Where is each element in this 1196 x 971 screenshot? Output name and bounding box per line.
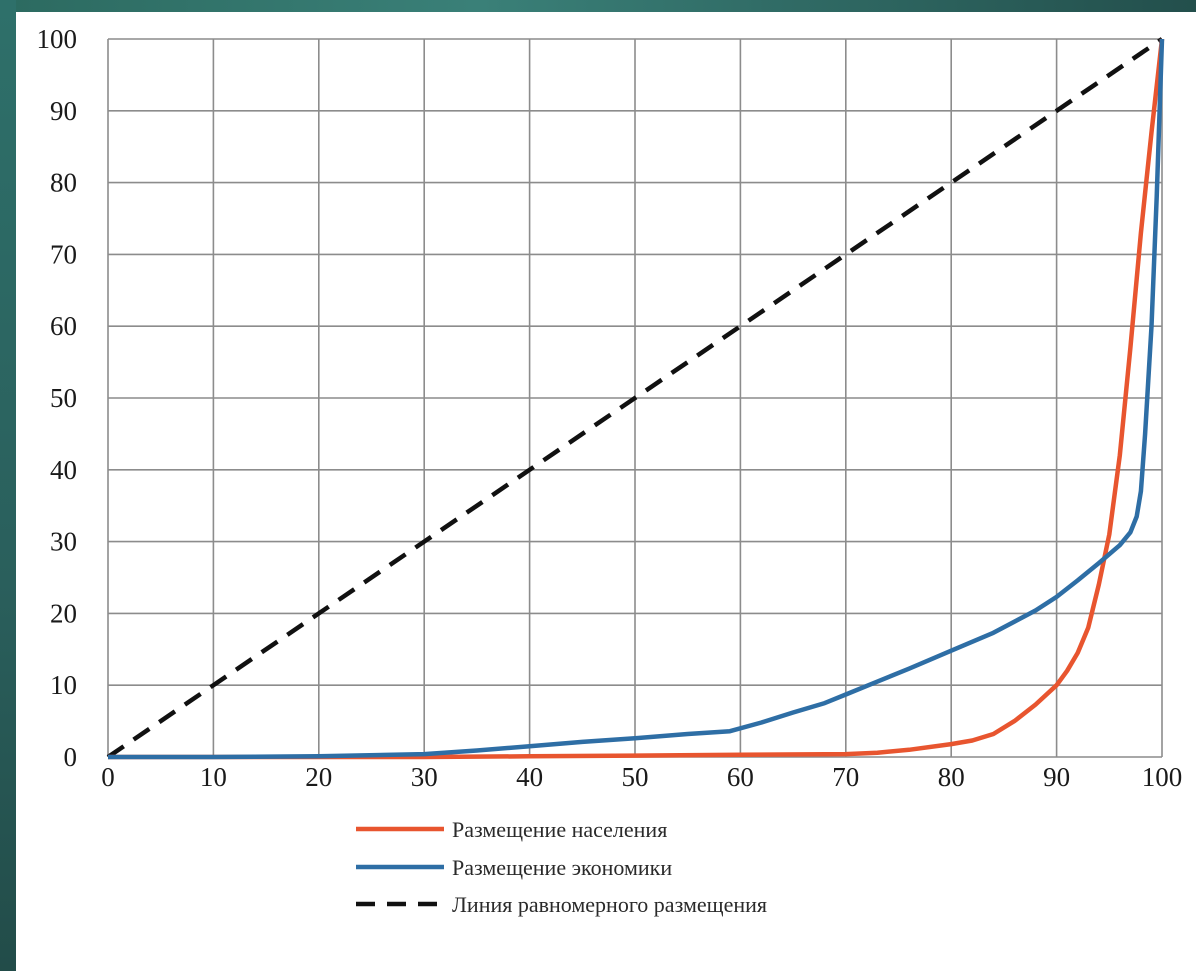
x-tick-label: 90 — [1043, 762, 1070, 792]
x-tick-label: 60 — [727, 762, 754, 792]
legend-label-0: Размещение населения — [452, 817, 667, 842]
y-tick-label: 80 — [50, 168, 77, 198]
y-tick-label: 50 — [50, 383, 77, 413]
slide-background-top — [0, 0, 1196, 12]
legend-label-2: Линия равномерного размещения — [452, 892, 767, 917]
x-tick-label: 30 — [411, 762, 438, 792]
y-tick-label: 100 — [37, 24, 78, 54]
y-tick-label: 0 — [64, 742, 78, 772]
x-tick-label: 20 — [305, 762, 332, 792]
x-tick-label: 40 — [516, 762, 543, 792]
series-line-1 — [108, 38, 1165, 760]
series-line-0 — [108, 38, 1165, 760]
x-tick-label: 0 — [101, 762, 115, 792]
x-tick-label: 80 — [938, 762, 965, 792]
y-tick-label: 10 — [50, 670, 77, 700]
x-tick-label: 10 — [200, 762, 227, 792]
legend-label-1: Размещение экономики — [452, 855, 672, 880]
x-tick-label: 100 — [1142, 762, 1183, 792]
y-tick-label: 40 — [50, 455, 77, 485]
chart-legend: Размещение населения Размещение экономики… — [356, 817, 767, 917]
y-tick-label: 90 — [50, 96, 77, 126]
y-tick-label: 20 — [50, 598, 77, 628]
slide-background-left — [0, 0, 16, 971]
chart-ticks: 0 10 20 30 40 50 60 70 80 90 100 0 10 20 30 40 50 60 70 80 9… — [37, 24, 1183, 792]
chart-series — [106, 37, 1165, 760]
series-line-2 — [106, 37, 1164, 759]
y-tick-label: 70 — [50, 239, 77, 269]
y-tick-label: 30 — [50, 527, 77, 557]
y-tick-label: 60 — [50, 311, 77, 341]
x-tick-label: 70 — [832, 762, 859, 792]
x-tick-label: 50 — [622, 762, 649, 792]
